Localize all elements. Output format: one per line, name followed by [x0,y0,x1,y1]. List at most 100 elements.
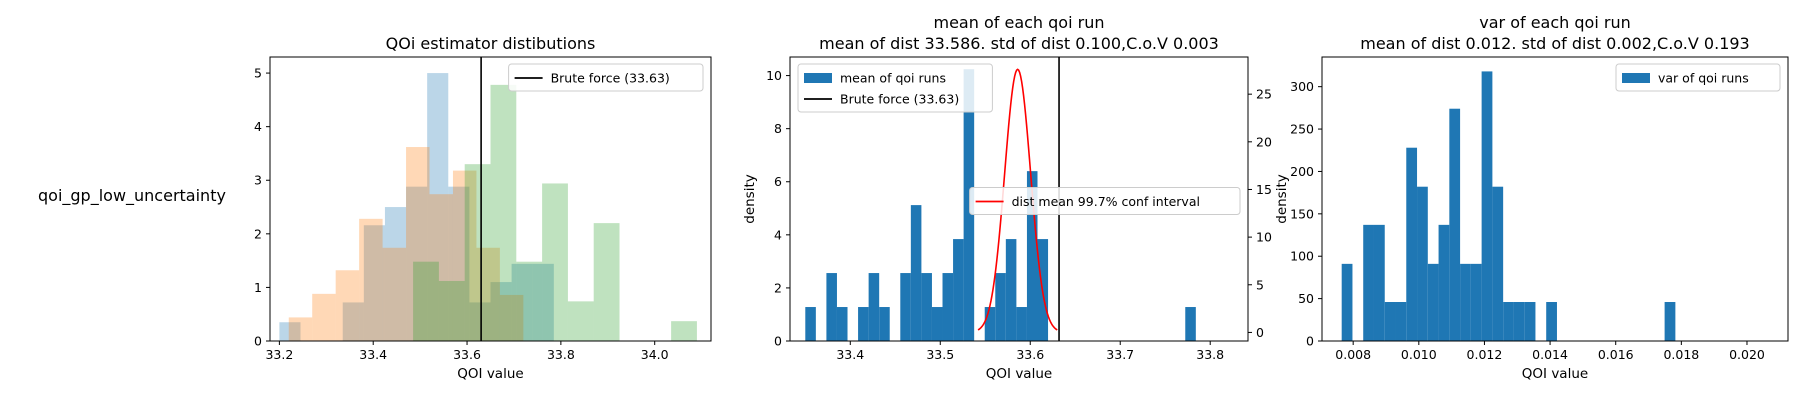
histogram-bar [1546,302,1557,341]
legend-swatch [1622,73,1650,83]
histogram-bar [363,225,385,341]
y-tick-label: 250 [1290,122,1314,137]
y-tick-label-right: 5 [1256,277,1264,292]
legend: mean of qoi runs Brute force (33.63) [797,63,993,113]
histogram-bar [464,164,491,341]
histogram-bar [1664,302,1676,341]
chart-title: QOi estimator distibutions [386,34,596,53]
histogram-bar [490,282,512,341]
histogram-bar [438,280,465,341]
legend-label: Brute force (33.63) [840,92,959,107]
x-tick-label: 33.6 [453,347,481,362]
y-tick-label-right: 15 [1256,182,1272,197]
y-tick-label: 5 [254,66,262,81]
chart-panel-1: 33.2 33.4 33.6 33.8 34.0 0 1 2 3 4 5 QOI value QOi e… [254,34,712,382]
histogram-bar [532,263,554,341]
histogram-bar [805,307,816,341]
histogram-bar [1427,263,1439,341]
histogram-bar [858,307,869,341]
histogram-bar [1460,263,1471,341]
histogram-bar [1005,239,1017,341]
chart-panel-2: 0 5 10 15 20 25 33.4 33.5 33.6 33.7 33.8 0 2 4 6 8 10 QOI… [742,13,1272,382]
confidence-curve [977,68,1058,331]
x-tick-label: 33.4 [836,347,864,362]
histogram-bar [406,186,428,341]
histogram-bar [476,247,500,341]
histogram-bar [900,273,911,341]
x-tick-label: 0.016 [1598,347,1634,362]
legend-label: dist mean 99.7% conf interval [1012,194,1200,209]
y-tick-label: 2 [774,280,782,295]
histogram-bar [1524,302,1536,341]
histogram-bar [1406,147,1418,341]
histogram-bar [1481,71,1493,342]
histogram-bar [452,170,477,341]
histogram-bar [406,147,430,341]
legend-label: var of qoi runs [1658,71,1749,86]
histogram-bar [342,302,364,341]
histogram-bar [335,270,360,341]
y-tick-label: 4 [254,119,262,134]
histogram-bar [963,69,975,341]
row-label: qoi_gp_low_uncertainty [38,186,226,205]
histogram-bar [490,84,517,342]
histogram-bar [469,302,491,341]
y-tick-label: 1 [254,280,262,295]
histogram-bar [499,294,524,341]
histogram-bar [921,273,932,341]
y-tick-label: 300 [1290,79,1314,94]
x-tick-label: 33.6 [1016,347,1044,362]
x-tick-label: 0.018 [1663,347,1699,362]
y-tick-label-right: 10 [1256,230,1272,245]
y-tick-label-right: 25 [1256,87,1272,102]
legend: var of qoi runs [1615,63,1781,92]
plot-frame [789,56,1249,342]
y-tick-label: 0 [1306,334,1314,349]
y-tick-label: 3 [254,173,262,188]
y-tick-label: 100 [1290,249,1314,264]
x-tick-label: 33.8 [1196,347,1224,362]
y-tick-label-right: 0 [1256,325,1264,340]
x-tick-label: 33.4 [359,347,387,362]
histogram-bar [1384,302,1396,341]
legend: Brute force (33.63) [508,63,704,92]
histogram-bar [427,73,449,341]
histogram-bar [413,261,439,341]
x-tick-label: 0.010 [1401,347,1437,362]
x-axis-label: QOI value [457,366,523,382]
x-tick-label: 33.7 [1106,347,1134,362]
histogram-bar [359,218,383,341]
series-1 [1341,71,1676,342]
histogram-bar [826,273,837,341]
histogram-bar [942,273,954,341]
y-tick-label: 50 [1298,291,1314,306]
y-tick-label: 150 [1290,206,1314,221]
histogram-bar [1417,186,1428,341]
legend-swatch [804,73,832,83]
chart-subtitle: mean of dist 0.012. std of dist 0.002,C.… [1360,34,1749,53]
histogram-bar [931,307,943,341]
histogram-bar [1503,302,1514,341]
histogram-bar [542,183,568,341]
series-2 [288,147,524,341]
y-tick-label: 10 [766,68,782,83]
legend-box [797,63,993,113]
histogram-bar [868,273,880,341]
y-tick-label: 4 [774,227,782,242]
chart-title: mean of each qoi run [934,13,1105,32]
histogram-bar [836,307,848,341]
x-axis-label: QOI value [986,366,1052,382]
y-axis-label: density [1274,174,1290,224]
x-tick-label: 0.020 [1729,347,1765,362]
histogram-bar [382,247,407,341]
series-1 [279,73,554,341]
legend-label: Brute force (33.63) [551,71,670,86]
y-tick-label: 200 [1290,164,1314,179]
legend: dist mean 99.7% conf interval [969,187,1241,215]
x-tick-label: 33.2 [265,347,293,362]
x-axis-label: QOI value [1522,366,1588,382]
y-tick-label: 0 [774,334,782,349]
histogram-bar [516,261,543,341]
histogram-bar [1026,171,1038,341]
